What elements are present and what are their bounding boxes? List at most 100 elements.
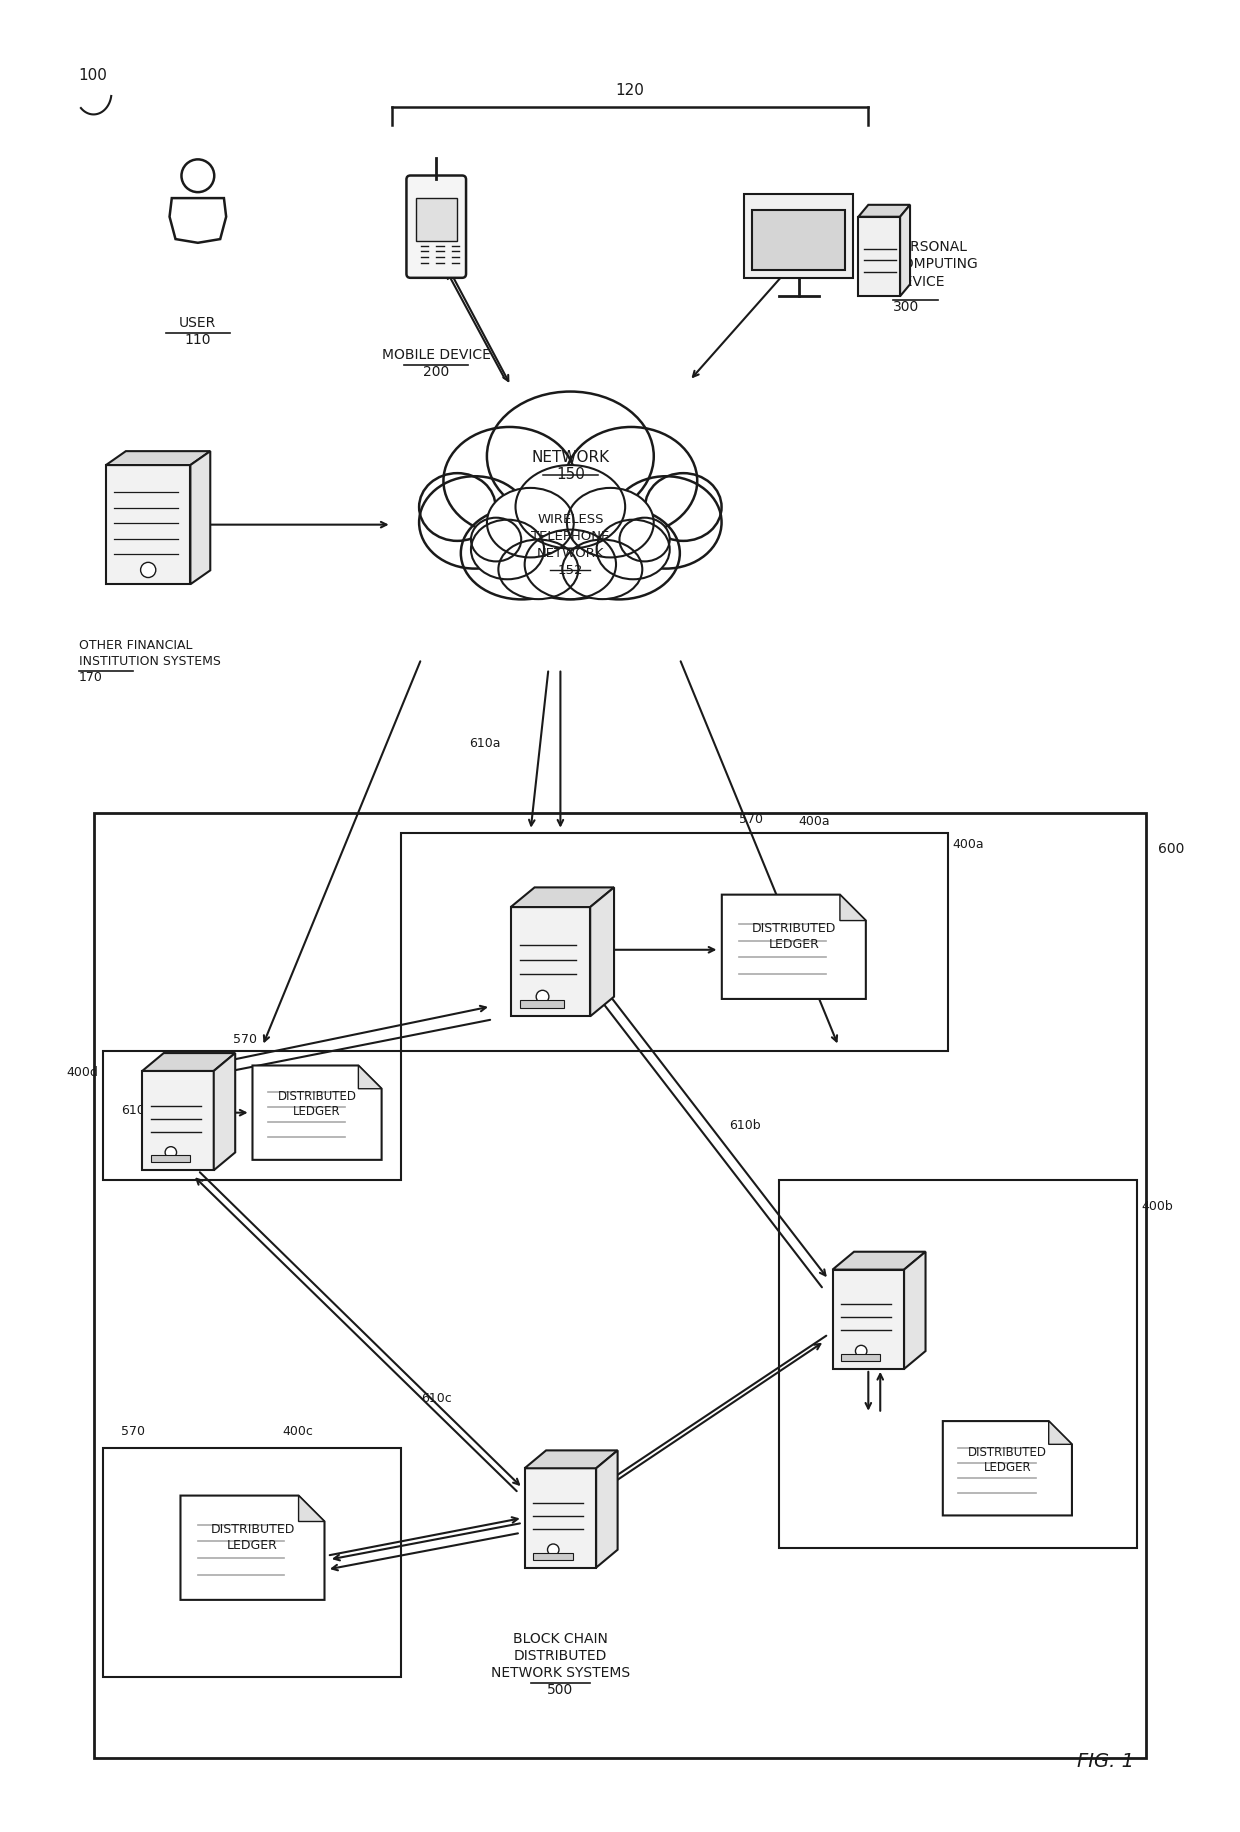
Bar xyxy=(744,194,853,278)
Text: 150: 150 xyxy=(556,467,585,482)
Text: USER: USER xyxy=(180,317,217,330)
Polygon shape xyxy=(213,1053,236,1171)
Bar xyxy=(143,1072,213,1171)
Ellipse shape xyxy=(419,473,496,540)
Ellipse shape xyxy=(610,476,722,568)
Text: COMPUTING: COMPUTING xyxy=(893,258,978,271)
Circle shape xyxy=(536,991,549,1002)
Text: 120: 120 xyxy=(615,82,645,97)
Polygon shape xyxy=(900,205,910,297)
Text: 500: 500 xyxy=(547,1684,574,1696)
Text: DISTRIBUTED: DISTRIBUTED xyxy=(211,1524,295,1537)
Text: 570: 570 xyxy=(122,1425,145,1438)
Bar xyxy=(753,211,846,271)
Polygon shape xyxy=(181,1495,325,1599)
Polygon shape xyxy=(590,887,614,1017)
Text: 610c: 610c xyxy=(422,1392,453,1405)
Polygon shape xyxy=(143,1053,236,1072)
Polygon shape xyxy=(1049,1422,1071,1444)
Bar xyxy=(103,1449,402,1676)
Ellipse shape xyxy=(620,518,670,561)
Text: NETWORK: NETWORK xyxy=(537,548,604,561)
Polygon shape xyxy=(358,1066,382,1088)
Text: LEDGER: LEDGER xyxy=(227,1539,278,1552)
Text: NETWORK SYSTEMS: NETWORK SYSTEMS xyxy=(491,1665,630,1680)
Ellipse shape xyxy=(501,491,640,599)
Ellipse shape xyxy=(565,427,697,535)
Polygon shape xyxy=(511,887,614,907)
Text: OTHER FINANCIAL: OTHER FINANCIAL xyxy=(78,639,192,652)
Ellipse shape xyxy=(596,520,670,579)
Text: 610a: 610a xyxy=(469,736,501,749)
Bar xyxy=(858,216,900,297)
Polygon shape xyxy=(105,451,211,465)
Text: DISTRIBUTED: DISTRIBUTED xyxy=(278,1090,357,1103)
Text: 570: 570 xyxy=(893,1339,918,1352)
Text: DISTRIBUTED: DISTRIBUTED xyxy=(513,1649,608,1663)
Bar xyxy=(93,813,1147,1759)
Ellipse shape xyxy=(645,473,722,540)
Text: 400a: 400a xyxy=(952,837,985,850)
Ellipse shape xyxy=(471,520,544,579)
Text: PERSONAL: PERSONAL xyxy=(893,240,967,253)
Ellipse shape xyxy=(525,529,616,599)
Polygon shape xyxy=(170,198,226,244)
Text: 570: 570 xyxy=(233,1033,257,1046)
Text: 400c: 400c xyxy=(283,1425,314,1438)
Circle shape xyxy=(181,159,215,192)
Ellipse shape xyxy=(563,540,642,599)
Text: 110: 110 xyxy=(185,333,211,346)
Ellipse shape xyxy=(498,540,578,599)
Text: 100: 100 xyxy=(78,68,108,82)
Text: DEVICE: DEVICE xyxy=(893,275,945,289)
Bar xyxy=(103,1052,402,1180)
Ellipse shape xyxy=(461,507,583,599)
Text: 570: 570 xyxy=(739,813,763,826)
Text: FIG. 1: FIG. 1 xyxy=(1076,1751,1133,1772)
Text: 200: 200 xyxy=(423,365,449,379)
Circle shape xyxy=(140,562,156,577)
Polygon shape xyxy=(596,1451,618,1568)
Polygon shape xyxy=(253,1066,382,1160)
Bar xyxy=(105,465,191,584)
Text: DISTRIBUTED: DISTRIBUTED xyxy=(751,923,836,936)
Bar xyxy=(533,1554,573,1559)
Text: 300: 300 xyxy=(893,300,919,313)
Bar xyxy=(415,198,456,240)
FancyBboxPatch shape xyxy=(407,176,466,278)
Bar xyxy=(525,1467,596,1568)
Text: LEDGER: LEDGER xyxy=(983,1460,1032,1473)
Polygon shape xyxy=(858,205,910,216)
Ellipse shape xyxy=(471,518,521,561)
Text: BLOCK CHAIN: BLOCK CHAIN xyxy=(513,1632,608,1647)
Text: 170: 170 xyxy=(78,671,103,683)
Circle shape xyxy=(548,1544,559,1555)
Polygon shape xyxy=(942,1422,1071,1515)
Text: WIRELESS: WIRELESS xyxy=(537,513,604,526)
Circle shape xyxy=(856,1345,867,1358)
Bar xyxy=(841,1354,880,1361)
Ellipse shape xyxy=(419,476,531,568)
Text: MOBILE DEVICE: MOBILE DEVICE xyxy=(382,348,491,363)
Text: INSTITUTION SYSTEMS: INSTITUTION SYSTEMS xyxy=(78,654,221,669)
Text: 610d: 610d xyxy=(122,1105,153,1118)
Ellipse shape xyxy=(444,427,575,535)
Circle shape xyxy=(165,1147,176,1158)
Ellipse shape xyxy=(516,465,625,548)
Bar xyxy=(402,832,947,1052)
Polygon shape xyxy=(525,1451,618,1467)
Text: NETWORK: NETWORK xyxy=(531,449,609,465)
Text: 400d: 400d xyxy=(67,1066,98,1079)
Polygon shape xyxy=(299,1495,325,1522)
Polygon shape xyxy=(191,451,211,584)
Bar xyxy=(832,1270,904,1369)
Polygon shape xyxy=(722,894,866,998)
Text: LEDGER: LEDGER xyxy=(769,938,820,951)
Text: 400a: 400a xyxy=(799,815,831,828)
Bar xyxy=(779,1180,1137,1548)
Text: TELEPHONE: TELEPHONE xyxy=(531,529,610,542)
Text: DISTRIBUTED: DISTRIBUTED xyxy=(968,1445,1047,1458)
Polygon shape xyxy=(839,894,866,920)
Text: 610b: 610b xyxy=(729,1119,761,1132)
Polygon shape xyxy=(832,1251,925,1270)
